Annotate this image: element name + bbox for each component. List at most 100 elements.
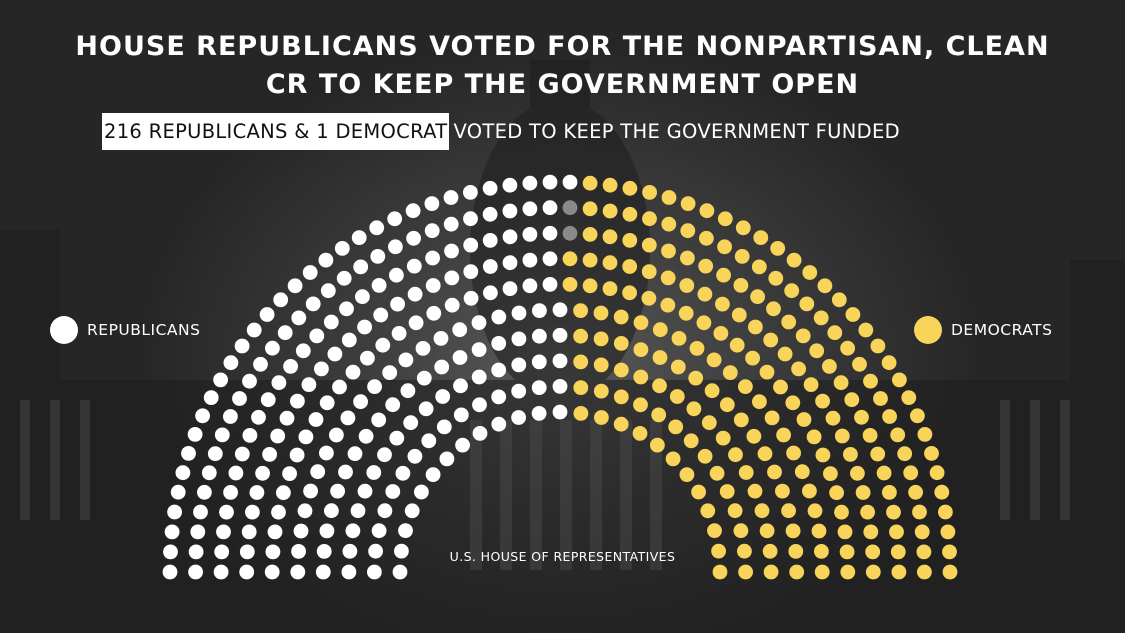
republican-seat xyxy=(491,309,507,325)
democrat-seat xyxy=(731,307,747,323)
republican-seat xyxy=(502,177,518,193)
legend-democrats: DEMOCRATS xyxy=(914,316,1052,344)
democrat-seat xyxy=(671,331,687,346)
democrat-seat xyxy=(746,428,762,444)
republican-seat xyxy=(552,327,568,343)
republican-seat xyxy=(425,278,441,293)
democrat-seat xyxy=(827,325,843,341)
democrat-seat xyxy=(582,201,598,217)
republican-seat xyxy=(301,377,317,392)
democrat-seat xyxy=(652,322,668,338)
democrat-seat xyxy=(711,543,726,559)
democrat-seat xyxy=(661,216,677,232)
vacant-seat xyxy=(562,225,578,241)
republican-seat xyxy=(265,340,280,356)
republican-seat xyxy=(373,307,389,323)
republican-seat xyxy=(368,543,383,559)
republican-seat xyxy=(502,281,518,296)
republican-seat xyxy=(421,433,437,449)
democrat-seat xyxy=(813,310,829,326)
democrat-seat xyxy=(831,292,847,308)
democrat-seat xyxy=(860,504,875,520)
republican-seat xyxy=(491,336,507,351)
title-line-1: HOUSE REPUBLICANS VOTED FOR THE NONPARTI… xyxy=(75,31,1050,62)
republican-seat xyxy=(482,180,498,196)
democrat-seat xyxy=(706,352,722,368)
democrat-seat xyxy=(822,359,837,374)
democrat-seat xyxy=(602,255,618,271)
democrat-seat xyxy=(766,301,781,317)
democrat-seat xyxy=(852,356,867,372)
republican-seat xyxy=(228,465,244,481)
republican-seat xyxy=(542,277,558,292)
republican-seat xyxy=(345,364,361,380)
republican-seat xyxy=(395,465,411,481)
republican-seat xyxy=(310,464,326,480)
republican-seat xyxy=(181,446,196,461)
republican-seat xyxy=(426,305,442,321)
republican-seat xyxy=(385,397,401,413)
democrat-seat xyxy=(892,372,907,388)
republican-seat xyxy=(444,243,459,259)
republican-seat xyxy=(213,372,229,388)
democrat-seat xyxy=(886,504,901,520)
republican-seat xyxy=(276,485,291,501)
republican-seat xyxy=(416,370,432,386)
republican-seat xyxy=(389,267,404,283)
democrat-seat xyxy=(699,230,714,246)
republican-seat xyxy=(273,292,289,308)
republican-seat xyxy=(195,408,211,424)
democrat-seat xyxy=(641,237,657,253)
republican-seat xyxy=(170,484,186,500)
democrat-seat xyxy=(802,483,817,499)
democrat-seat xyxy=(815,447,831,463)
republican-seat xyxy=(259,307,275,322)
democrat-seat xyxy=(942,564,958,580)
democrat-seat xyxy=(753,230,769,246)
republican-seat xyxy=(542,200,558,216)
democrat-seat xyxy=(699,203,715,219)
democrat-seat xyxy=(882,485,897,500)
democrat-seat xyxy=(914,524,930,540)
democrat-seat xyxy=(781,503,796,519)
democrat-seat xyxy=(632,426,648,441)
democrat-seat xyxy=(593,331,609,347)
republican-seat xyxy=(502,229,518,245)
republican-seat xyxy=(471,342,487,357)
democrat-seat xyxy=(794,464,810,480)
democrat-seat xyxy=(763,564,779,580)
republican-seat xyxy=(408,315,424,331)
republican-seat xyxy=(315,564,331,580)
democrat-seat xyxy=(650,437,665,453)
republican-seat xyxy=(223,355,239,371)
republican-seat xyxy=(511,383,527,399)
republican-seat xyxy=(340,410,356,426)
democrat-seat xyxy=(593,357,609,373)
democrat-seat xyxy=(660,297,676,313)
republican-seat xyxy=(434,359,450,375)
republican-seat xyxy=(264,564,280,580)
republican-seat xyxy=(531,380,547,395)
democrat-seat xyxy=(738,379,753,394)
republican-seat xyxy=(415,341,431,356)
democrat-seat xyxy=(770,241,786,256)
republican-seat xyxy=(452,350,468,365)
republican-seat xyxy=(532,303,547,318)
democrat-seat xyxy=(788,544,804,559)
democrat-seat xyxy=(717,239,732,255)
democrat-seat xyxy=(717,211,733,227)
democrat-seat xyxy=(759,364,775,380)
republican-seat xyxy=(452,322,468,338)
democrat-seat xyxy=(697,448,713,464)
republican-seat xyxy=(219,504,234,520)
democrat-seat xyxy=(696,315,712,331)
republican-seat xyxy=(542,225,558,241)
democrat-seat xyxy=(715,430,731,446)
democrat-seat xyxy=(814,564,830,580)
republican-seat xyxy=(522,175,538,191)
republican-seat xyxy=(463,211,478,227)
democrat-seat xyxy=(709,465,725,481)
republican-seat xyxy=(463,264,479,279)
republican-seat xyxy=(197,484,212,500)
democrat-seat xyxy=(908,484,923,500)
